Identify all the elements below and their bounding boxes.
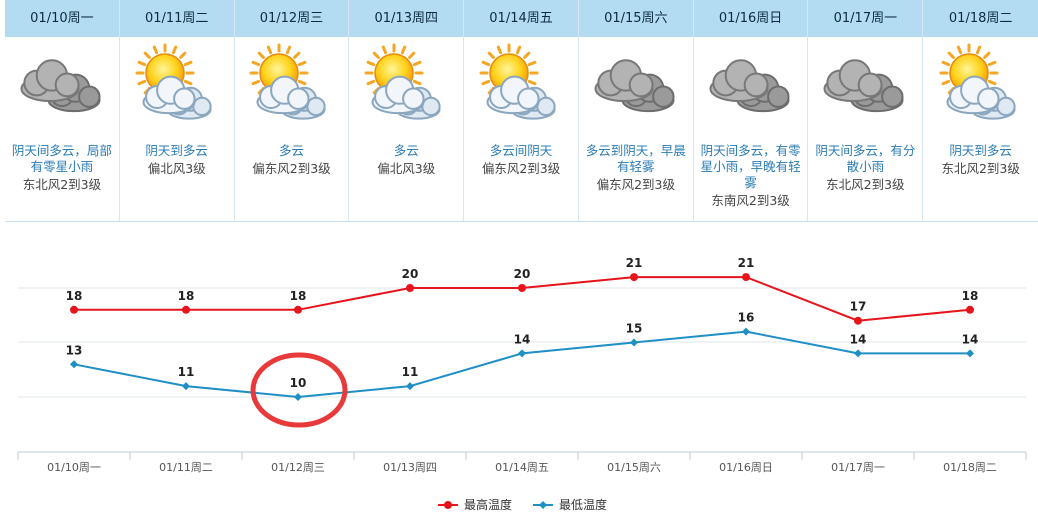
data-label: 20	[514, 267, 531, 281]
day-column[interactable]: 01/11周二 阴天到多云 偏北风3级	[119, 0, 235, 221]
day-column[interactable]: 01/18周二 阴天到多云 东北风2到3级	[923, 0, 1038, 221]
x-tick-label: 01/11周二	[159, 461, 213, 474]
weather-description: 多云间阴天	[489, 143, 553, 158]
data-label: 16	[738, 311, 755, 325]
data-point-min	[630, 338, 638, 347]
x-tick-label: 01/10周一	[47, 461, 101, 474]
day-column[interactable]: 01/16周日 阴天间多云，有零星小雨，早晚有轻雾 东南风2到3级	[693, 0, 809, 221]
day-date: 01/17周一	[808, 0, 923, 37]
sun-cloud-icon	[241, 43, 341, 123]
day-date: 01/14周五	[464, 0, 578, 37]
data-point-max	[294, 305, 302, 314]
data-label: 17	[850, 300, 867, 314]
rain-cloud-icon	[586, 43, 686, 123]
data-point-max	[406, 284, 414, 292]
wind-description: 偏东风2到3级	[596, 177, 675, 192]
day-date: 01/10周一	[5, 0, 119, 37]
data-label: 18	[290, 289, 307, 303]
day-column[interactable]: 01/17周一 阴天间多云，有分散小雨 东北风2到3级	[808, 0, 924, 221]
wind-description: 东北风2到3级	[826, 177, 905, 192]
x-tick-label: 01/18周二	[943, 461, 997, 474]
data-label: 20	[402, 267, 419, 281]
data-point-max	[630, 273, 638, 282]
data-point-max	[70, 305, 78, 314]
wind-description: 东北风2到3级	[941, 161, 1020, 176]
wind-description: 偏东风2到3级	[252, 161, 331, 176]
data-label: 18	[66, 289, 83, 303]
day-date: 01/15周六	[578, 0, 693, 37]
sun-cloud-icon	[471, 43, 571, 123]
data-label: 21	[738, 256, 755, 270]
data-point-max	[966, 305, 974, 314]
sun-cloud-icon	[127, 43, 227, 123]
data-label: 14	[514, 332, 531, 346]
legend-marker	[444, 501, 452, 509]
weather-description: 多云到阴天，早晨有轻雾	[585, 143, 686, 174]
wind-description: 偏北风3级	[147, 161, 206, 176]
sun-cloud-icon	[356, 43, 456, 123]
weather-description: 阴天到多云	[145, 143, 208, 158]
rain-cloud-icon	[701, 43, 801, 123]
day-date: 01/16周日	[693, 0, 808, 37]
legend-label: 最低温度	[559, 497, 607, 512]
day-date: 01/18周二	[923, 0, 1038, 37]
weather-description: 多云	[393, 143, 419, 158]
temperature-chart-svg: 01/10周一 01/11周二 01/12周三 01/13周四 01/14周五 01/15…	[17, 256, 1027, 512]
data-label: 18	[178, 289, 195, 303]
day-column[interactable]: 01/10周一 阴天间多云，局部有零星小雨 东北风2到3级	[5, 0, 120, 221]
weather-description: 阴天到多云	[949, 143, 1012, 158]
data-label: 11	[178, 365, 195, 379]
day-date: 01/13周四	[349, 0, 464, 37]
data-point-min	[406, 382, 414, 391]
x-tick-label: 01/17周一	[831, 461, 885, 474]
day-column[interactable]: 01/12周三 多云 偏东风2到3级	[234, 0, 350, 221]
data-point-min	[966, 349, 974, 358]
legend-label: 最高温度	[464, 497, 512, 512]
data-point-max	[742, 273, 750, 282]
weather-description: 阴天间多云，有零星小雨，早晚有轻雾	[700, 143, 801, 190]
data-label: 21	[626, 256, 643, 270]
data-point-min	[854, 349, 862, 358]
highlight-circle	[250, 352, 348, 428]
data-point-min	[294, 393, 302, 401]
data-point-min	[182, 382, 190, 391]
weather-description: 多云	[278, 143, 304, 158]
weather-description: 阴天间多云，有分散小雨	[815, 143, 916, 174]
temperature-chart: 01/10周一 01/11周二 01/12周三 01/13周四 01/14周五 01/15…	[0, 222, 1038, 527]
data-label: 18	[962, 289, 979, 303]
x-tick-label: 01/12周三	[271, 461, 325, 474]
wind-description: 偏北风3级	[377, 161, 436, 176]
data-point-min	[742, 327, 750, 336]
sun-cloud-icon	[931, 43, 1031, 123]
series-line-max	[74, 276, 971, 322]
day-column[interactable]: 01/14周五 多云间阴天 偏东风2到3级	[464, 0, 579, 221]
day-date: 01/11周二	[119, 0, 234, 37]
data-label: 10	[290, 376, 307, 390]
x-tick-label: 01/16周日	[719, 461, 773, 474]
day-column[interactable]: 01/15周六 多云到阴天，早晨有轻雾 偏东风2到3级	[578, 0, 694, 221]
forecast-strip: 01/10周一 阴天间多云，局部有零星小雨 东北风2到3级 01/11周二	[5, 0, 1038, 222]
data-label: 14	[850, 332, 867, 346]
wind-description: 东南风2到3级	[711, 193, 790, 208]
data-point-min	[70, 360, 78, 369]
weather-description: 阴天间多云，局部有零星小雨	[11, 143, 112, 174]
legend-marker	[539, 501, 547, 509]
data-point-max	[854, 316, 862, 325]
data-point-max	[182, 305, 190, 314]
wind-description: 东北风2到3级	[22, 177, 102, 192]
data-label: 14	[962, 332, 979, 346]
data-label: 15	[626, 322, 643, 336]
data-label: 13	[66, 343, 83, 357]
wind-description: 偏东风2到3级	[481, 161, 561, 176]
data-point-min	[518, 349, 526, 358]
x-tick-label: 01/15周六	[607, 461, 661, 474]
day-date: 01/12周三	[234, 0, 349, 37]
rain-cloud-icon	[12, 43, 112, 123]
day-column[interactable]: 01/13周四 多云 偏北风3级	[349, 0, 465, 221]
rain-cloud-icon	[815, 43, 915, 123]
x-tick-label: 01/14周五	[495, 461, 549, 474]
x-tick-label: 01/13周四	[383, 461, 437, 474]
data-point-max	[518, 284, 526, 292]
data-label: 11	[402, 365, 419, 379]
